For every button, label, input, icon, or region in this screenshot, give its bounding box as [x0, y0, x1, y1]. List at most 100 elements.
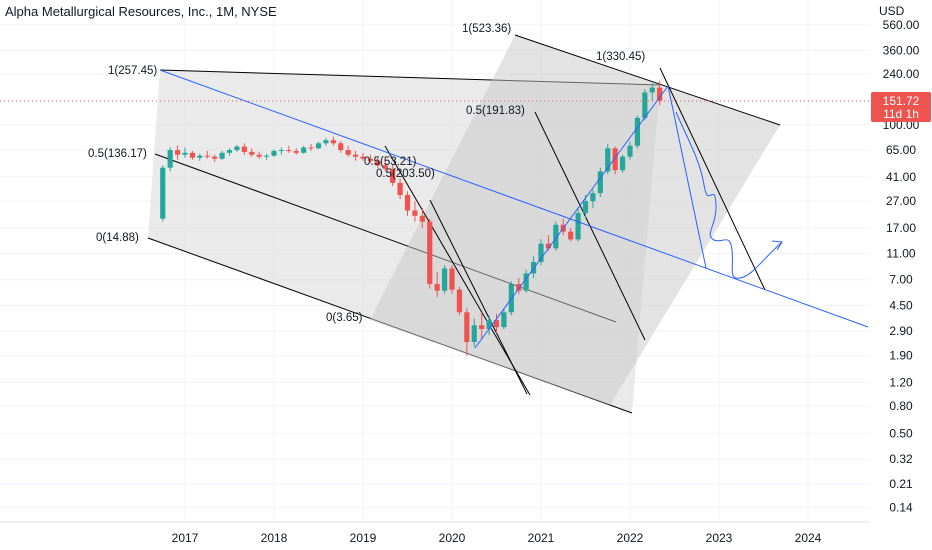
last-price-badge: 151.72 11d 1h — [871, 92, 931, 122]
pitchfork-3[interactable] — [384, 67, 766, 396]
last-price-badge-bg — [871, 92, 931, 122]
long-term-trendline — [159, 69, 869, 328]
bar-countdown: 11d 1h — [883, 107, 919, 121]
price-tick-label: 0.32 — [889, 452, 913, 466]
candle-body — [590, 193, 596, 202]
fib-label: 0.5(191.83) — [466, 105, 525, 117]
pitchfork-2[interactable] — [370, 34, 781, 405]
price-tick-label: 65.00 — [886, 143, 916, 157]
candle-body — [271, 150, 277, 156]
candle-body — [286, 150, 292, 152]
time-tick-label: 2018 — [261, 531, 288, 545]
candle-body — [493, 320, 500, 328]
candle-body — [553, 224, 559, 249]
blue-trendlines[interactable] — [159, 69, 869, 349]
candle-body — [538, 243, 544, 262]
pitchfork-3-right-line — [659, 67, 766, 291]
candle-body — [634, 117, 641, 146]
projection-arrowhead — [771, 240, 783, 251]
time-tick-label: 2020 — [439, 531, 466, 545]
candle-body — [189, 152, 196, 158]
candle-body — [382, 165, 388, 169]
projection-path — [675, 111, 783, 279]
candle-body — [352, 154, 359, 157]
candle-body — [160, 167, 166, 219]
candle-body — [597, 171, 603, 194]
price-tick-label: 0.50 — [889, 426, 913, 440]
candle-body — [575, 213, 581, 240]
fib-label: 0(3.65) — [326, 312, 363, 324]
price-tick-label: 7.00 — [889, 273, 913, 287]
candle-body — [649, 87, 655, 93]
price-tick-label: 27.00 — [886, 194, 916, 208]
candle-body — [308, 147, 314, 149]
pitchfork-3-left-line — [384, 145, 531, 396]
candle-body — [642, 92, 648, 118]
price-tick-label: 0.21 — [889, 477, 913, 491]
pitchfork-2-upper-line — [514, 34, 781, 126]
candle-body — [501, 312, 507, 328]
candle-body — [278, 150, 285, 152]
candle-body — [360, 156, 366, 159]
candle-body — [293, 150, 299, 153]
candle-body — [301, 147, 307, 153]
fib-label: 1(330.45) — [596, 51, 645, 63]
candle-body — [219, 152, 225, 159]
candle-body — [568, 231, 574, 240]
candle-body — [545, 243, 552, 249]
candle-body — [582, 201, 589, 214]
candle-body — [226, 150, 233, 153]
price-tick-label: 2.90 — [889, 324, 913, 338]
chart-title: Alpha Metallurgical Resources, Inc., 1M,… — [5, 4, 277, 19]
fib-label: 0(14.88) — [96, 232, 139, 244]
fib-label: 0.5(203.50) — [376, 168, 435, 180]
candle-body — [174, 150, 181, 155]
candle-body — [212, 156, 218, 159]
candle-body — [404, 195, 411, 211]
candle-body — [464, 312, 470, 343]
candle-body — [375, 160, 381, 166]
candle-body — [256, 154, 262, 157]
candle-body — [204, 155, 210, 157]
candle-body — [345, 150, 351, 155]
time-tick-label: 2023 — [706, 531, 733, 545]
candle-body — [516, 284, 522, 291]
rally-trendline — [474, 85, 669, 349]
candle-body — [434, 284, 440, 291]
time-tick-label: 2021 — [528, 531, 555, 545]
candle-body — [263, 155, 270, 157]
candle-body — [249, 151, 255, 155]
time-axis[interactable]: 2017 2018 2019 2020 2021 2022 2023 2024 — [0, 521, 870, 545]
time-tick-label: 2024 — [795, 531, 822, 545]
price-tick-label: 1.20 — [889, 375, 913, 389]
candle-body — [234, 146, 240, 151]
candle-body — [471, 325, 477, 343]
candle-body — [605, 148, 611, 172]
candle-body — [338, 143, 344, 151]
price-tick-label: 4.50 — [889, 298, 913, 312]
price-tick-label: 41.00 — [886, 170, 916, 184]
candle-body — [449, 268, 455, 290]
fib-label: 0.5(136.17) — [88, 148, 147, 160]
projection-drop-line — [667, 85, 707, 269]
candle-body — [323, 140, 329, 144]
fib-label: 1(257.45) — [108, 65, 157, 77]
price-axis[interactable]: USD 560.00360.00240.00100.0065.0041.0027… — [879, 4, 920, 514]
candle-body — [619, 156, 626, 171]
candle-body — [419, 215, 425, 222]
price-tick-label: 11.00 — [886, 246, 915, 260]
candle-body — [367, 158, 374, 161]
currency-label: USD — [879, 4, 905, 18]
price-tick-label: 0.14 — [889, 500, 913, 514]
fib-labels: 1(257.45) 0.5(136.17) 0(14.88) 1(523.36)… — [88, 23, 645, 324]
price-tick-label: 560.00 — [883, 18, 920, 32]
candle-body — [627, 145, 633, 157]
fib-label: 1(523.36) — [462, 23, 511, 35]
candle-body — [167, 150, 173, 168]
price-tick-label: 360.00 — [883, 43, 920, 57]
candle-body — [330, 140, 336, 144]
candle-body — [486, 320, 492, 330]
pitchfork-2-fill — [370, 35, 780, 405]
candle-body — [523, 273, 529, 291]
